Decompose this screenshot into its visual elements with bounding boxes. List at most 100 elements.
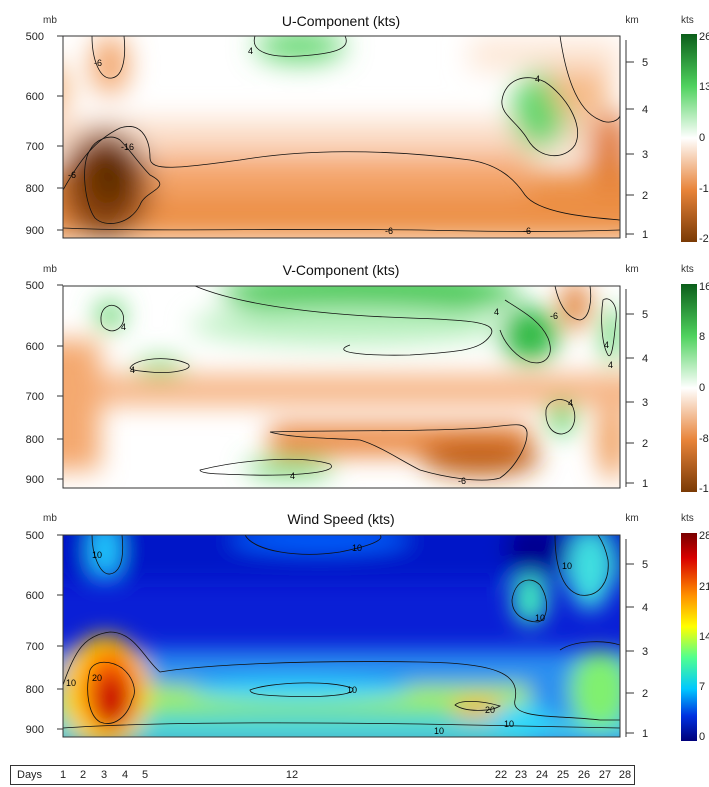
contour-label: 10 [66,678,76,688]
colorbar-tick: 14 [699,631,709,643]
contour-lines [63,36,620,232]
height-tick-label: 1 [642,229,648,241]
height-tick-label: 3 [642,149,648,161]
colorbar-tick: 28 [699,530,709,542]
contour-label: 10 [92,550,102,560]
day-tick-label: 12 [285,769,299,781]
heatmap-field: 10 10 10 10 10 20 10 20 10 10 [63,535,620,737]
pressure-tick-label: 700 [26,641,44,653]
contour-label: -6 [523,226,531,236]
contour-label: -6 [550,311,558,321]
contour-label: 4 [535,74,540,84]
colorbar-tick: 0 [699,132,705,144]
plot-frame [62,35,621,239]
contour-labels: 10 10 10 10 10 20 10 20 10 10 [66,543,572,736]
day-tick-label: 26 [577,769,591,781]
left-axis-unit: mb [43,264,57,275]
pressure-tick-label: 900 [26,225,44,237]
pressure-tick-label: 500 [26,280,44,292]
day-tick-label: 1 [59,769,67,781]
days-axis-label: Days [17,769,43,781]
heatmap-field: 4 4 4 -6 4 4 4 4 -6 [63,286,620,488]
height-tick-label: 5 [642,559,648,571]
pressure-tick-label: 600 [26,590,44,602]
contour-label: 4 [130,365,135,375]
contour-label: -6 [385,226,393,236]
height-tick-label: 2 [642,190,648,202]
pressure-tick-label: 700 [26,141,44,153]
colorbar-unit: kts [681,513,694,524]
pressure-tick-label: 700 [26,391,44,403]
contour-label: 4 [290,471,295,481]
height-tick-label: 4 [642,602,648,614]
colorbar: kts 16 8 0 -8 -1 [681,264,709,495]
pressure-tick-label: 900 [26,724,44,736]
heatmap-field: -6 4 4 -16 -6 -6 -6 [63,36,620,238]
height-tick-label: 3 [642,646,648,658]
contour-label: -6 [68,170,76,180]
colorbar: kts 28 21 14 7 0 [681,513,709,743]
contour-lines [100,286,617,481]
v-component-panel: V-Component (kts) mb km [26,262,709,495]
day-tick-label: 5 [141,769,149,781]
pressure-ticks: 500 600 700 800 900 [26,31,63,237]
colorbar-tick: -1 [699,183,709,195]
colorbar-unit: kts [681,15,694,26]
contour-label: 10 [562,561,572,571]
day-tick-label: 27 [598,769,612,781]
height-tick-label: 1 [642,478,648,490]
height-ticks: 1 2 3 4 5 [625,289,648,490]
day-tick-label: 2 [79,769,87,781]
contour-label: -6 [94,58,102,68]
days-axis: Days 1 2 3 4 5 12 22 23 24 25 26 27 28 [10,765,635,785]
pressure-tick-label: 600 [26,91,44,103]
left-axis-unit: mb [43,513,57,524]
contour-label: 10 [352,543,362,553]
plot-frame [62,285,621,489]
height-tick-label: 4 [642,353,648,365]
colorbar-tick: 26 [699,31,709,43]
pressure-tick-label: 500 [26,31,44,43]
pressure-ticks: 500 600 700 800 900 [26,530,63,736]
contour-labels: -6 4 4 -16 -6 -6 -6 [68,46,540,236]
height-tick-label: 4 [642,104,648,116]
colorbar-tick: 21 [699,581,709,593]
contour-label: 20 [485,705,495,715]
panel-title: Wind Speed (kts) [287,511,394,527]
day-tick-label: 25 [556,769,570,781]
colorbar-unit: kts [681,264,694,275]
pressure-tick-label: 900 [26,474,44,486]
plot-frame [62,534,621,738]
height-tick-label: 3 [642,397,648,409]
colorbar-tick: 16 [699,281,709,293]
colorbar-tick: 7 [699,681,705,693]
pressure-ticks: 500 600 700 800 900 [26,280,63,486]
contour-label: 4 [494,307,499,317]
height-tick-label: 2 [642,688,648,700]
right-axis-unit: km [625,513,638,524]
pressure-tick-label: 500 [26,530,44,542]
height-tick-label: 1 [642,728,648,740]
colorbar: kts 26 13 0 -1 -2 [681,15,709,245]
contour-label: 4 [604,340,609,350]
contour-label: -16 [121,142,134,152]
colorbar-tick: -1 [699,483,709,495]
colorbar-tick: 8 [699,331,705,343]
left-axis-unit: mb [43,15,57,26]
pressure-tick-label: 800 [26,183,44,195]
pressure-tick-label: 800 [26,684,44,696]
contour-label: 20 [92,673,102,683]
contour-label: 10 [347,685,357,695]
panel-title: V-Component (kts) [283,262,400,278]
contour-label: 10 [535,613,545,623]
colorbar-tick: -2 [699,233,709,245]
contour-label: -6 [458,476,466,486]
wind-speed-panel: Wind Speed (kts) mb km [26,511,709,743]
height-tick-label: 2 [642,438,648,450]
pressure-tick-label: 800 [26,434,44,446]
colorbar-tick: 13 [699,81,709,93]
contour-label: 4 [608,360,613,370]
right-axis-unit: km [625,264,638,275]
contour-label: 4 [248,46,253,56]
